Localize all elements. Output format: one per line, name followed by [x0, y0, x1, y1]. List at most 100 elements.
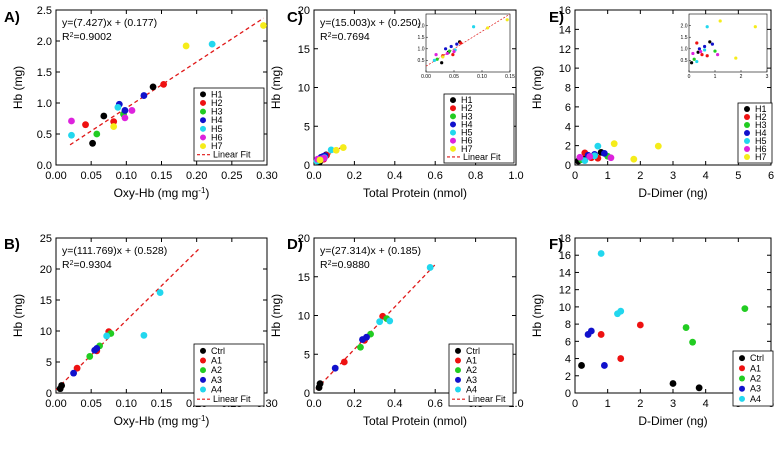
inset-point-h4: [449, 44, 453, 49]
y-tick-label: 10: [559, 302, 571, 314]
inset-point-h4: [703, 44, 707, 49]
legend-label: Ctrl: [466, 346, 480, 356]
inset-x-tick-label: 3: [766, 74, 769, 80]
inset-point-h6: [434, 53, 438, 57]
r-squared: R2=0.9002: [62, 31, 112, 43]
y-tick-label: 2.5: [37, 5, 52, 17]
panel-label: B): [4, 236, 20, 253]
panel-label: D): [287, 236, 303, 253]
legend-marker-h5: [200, 125, 206, 132]
y-tick-label: 0: [304, 160, 310, 172]
panel-label: C): [287, 9, 303, 26]
inset-y-tick-label: 2.0: [681, 23, 688, 29]
fit-equation: y=(27.314)x + (0.185): [320, 245, 421, 257]
point-a4: [617, 307, 625, 315]
fit-equation: y=(15.003)x + (0.250): [320, 17, 421, 29]
point-h5: [208, 40, 216, 48]
legend-label: H4: [461, 119, 473, 129]
y-tick-label: 0: [565, 160, 571, 172]
legend-label: A3: [750, 384, 761, 394]
legend-marker-a2: [455, 367, 461, 374]
legend-label: H3: [755, 120, 767, 130]
legend-label: A2: [750, 374, 761, 384]
point-a4: [386, 317, 394, 325]
y-tick-label: 4: [565, 354, 571, 366]
legend-label: H2: [211, 98, 223, 108]
inset-point-h7: [486, 26, 490, 30]
point-h7: [182, 42, 190, 50]
x-tick-label: 1: [605, 170, 611, 182]
y-axis-label: Hb (mg): [11, 294, 25, 337]
legend-marker-ctrl: [200, 347, 206, 354]
inset-point-h6: [445, 51, 449, 56]
point-h4: [601, 149, 608, 157]
inset-fit-line: [425, 13, 511, 67]
point-a3: [93, 344, 101, 352]
x-tick-label: 2: [637, 398, 643, 410]
y-tick-label: 16: [559, 5, 571, 17]
legend-box: [448, 343, 514, 407]
y-tick-label: 0: [46, 388, 52, 400]
x-axis-label: Oxy-Hb (mg mg-1): [114, 186, 210, 201]
inset-point-h4: [710, 42, 715, 46]
inset-y-tick-label: 1.5: [681, 35, 688, 41]
inset-point-h5: [472, 25, 476, 29]
inset-point-h4: [444, 47, 448, 51]
point-ctrl: [669, 380, 677, 387]
legend-marker-h2: [744, 114, 750, 120]
y-tick-label: 12: [559, 285, 571, 297]
x-axis-label: Total Protein (nmol): [363, 414, 467, 428]
inset-point-h2: [695, 41, 699, 45]
x-tick-label: 0.0: [306, 170, 321, 182]
point-h7: [332, 146, 340, 154]
legend-fit-label: Linear Fit: [213, 150, 251, 160]
legend-marker-h4: [450, 121, 456, 128]
legend-marker-a4: [739, 395, 745, 402]
point-ctrl: [316, 380, 324, 388]
legend-label: H7: [461, 144, 473, 154]
point-h2: [160, 81, 168, 88]
x-tick-label: 0.8: [468, 170, 483, 182]
legend-label: H2: [755, 112, 767, 122]
point-h5: [581, 157, 589, 165]
point-a4: [103, 332, 111, 340]
y-tick-label: 12: [559, 44, 571, 56]
legend-label: A2: [466, 365, 477, 375]
inset-point-h5: [703, 48, 707, 52]
x-tick-label: 3: [670, 398, 676, 410]
inset-point-h6: [691, 51, 695, 56]
inset-point-h6: [716, 53, 720, 57]
point-h5: [68, 131, 75, 139]
point-h7: [610, 140, 618, 148]
x-tick-label: 0.30: [256, 170, 277, 182]
legend-label: H1: [211, 89, 223, 99]
inset-x-tick-label: 2: [740, 74, 743, 80]
x-tick-label: 0.00: [45, 170, 66, 182]
legend-label: H6: [461, 136, 473, 146]
inset-point-h1: [708, 40, 712, 44]
inset-x-tick-label: 0.05: [449, 74, 459, 80]
legend-label: A4: [466, 385, 477, 395]
inset-point-h3: [713, 49, 717, 53]
inset-y-tick-label: 0.5: [681, 58, 688, 64]
legend-fit-label: Linear Fit: [213, 394, 251, 404]
x-tick-label: 0.15: [151, 170, 172, 182]
x-tick-label: 1.0: [508, 170, 523, 182]
inset-x-tick-label: 0.00: [421, 74, 431, 80]
point-a1: [636, 321, 644, 329]
panel-6: F)0123456024681012141618D-Dimer (ng)Hb (…: [530, 233, 774, 428]
point-a3: [363, 333, 370, 341]
legend-label: H3: [211, 107, 223, 117]
inset-x-tick-label: 0: [688, 74, 691, 80]
inset-point-h7: [734, 56, 738, 60]
point-ctrl: [58, 382, 66, 389]
y-tick-label: 10: [559, 63, 571, 75]
legend-box: [443, 93, 515, 164]
y-tick-label: 20: [40, 264, 52, 276]
legend-label: H2: [461, 103, 473, 113]
inset-point-h5: [705, 25, 709, 29]
y-tick-label: 2: [565, 371, 571, 383]
point-a4: [140, 331, 148, 339]
